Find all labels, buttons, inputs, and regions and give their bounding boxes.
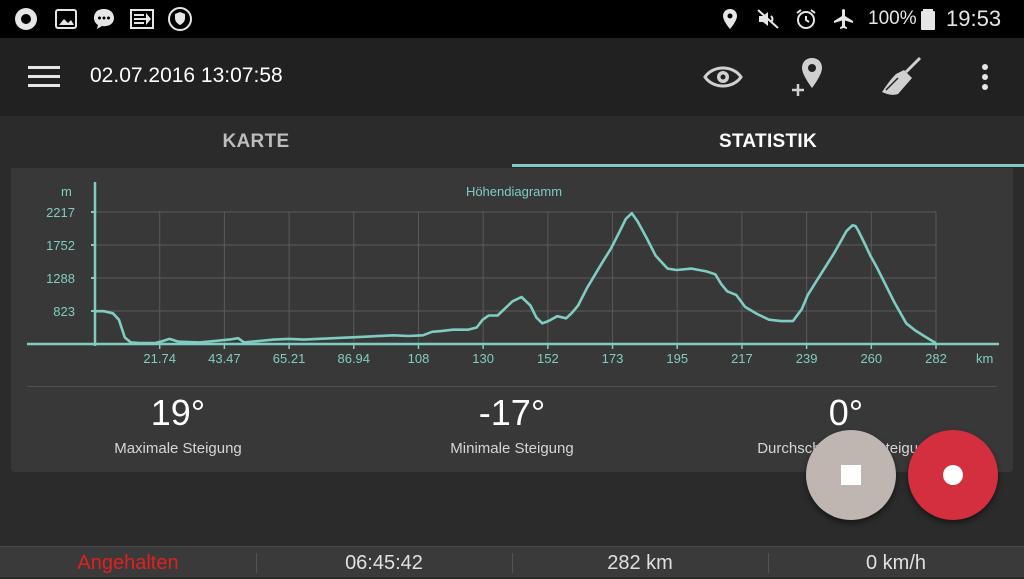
x-tick-label: 65.21: [273, 351, 306, 366]
stop-button[interactable]: [806, 430, 896, 520]
x-tick-label: 195: [666, 351, 688, 366]
separator: [256, 553, 257, 573]
tab-statistik[interactable]: STATISTIK: [718, 131, 818, 152]
alarm-icon: [796, 9, 816, 29]
tab-indicator: [512, 164, 1024, 167]
chart-title: Höhendiagramm: [466, 184, 562, 199]
stat-label: Maximale Steigung: [114, 440, 242, 457]
page-title: 02.07.2016 13:07:58: [90, 64, 283, 87]
stat-value: -17°: [478, 392, 546, 433]
elevation-line: [95, 211, 937, 345]
app-toolbar: 02.07.2016 13:07:58: [0, 38, 1024, 116]
status-bar: 100% 19:53: [0, 0, 1024, 38]
statistics-card: 2217 1752 1288 823 21.74 43.47 65.21 86.94 108 1…: [11, 168, 1013, 472]
airplane-icon: [834, 9, 853, 29]
x-tick-label: 282: [925, 351, 947, 366]
mute-icon: [757, 9, 779, 29]
x-tick-label: 86.94: [337, 351, 370, 366]
image-icon: [55, 9, 77, 29]
x-tick-label: 108: [408, 351, 430, 366]
location-icon: [723, 9, 737, 29]
x-tick-label: 130: [472, 351, 494, 366]
stop-icon: [841, 465, 861, 485]
record-icon: [943, 465, 963, 485]
bottom-status-bar: Angehalten 06:45:42 282 km 0 km/h: [0, 546, 1024, 577]
separator: [768, 553, 769, 573]
y-tick-label: 1288: [46, 271, 75, 286]
record-icon: [15, 8, 37, 30]
eye-icon[interactable]: [703, 62, 743, 92]
stat-min-slope: -17° Minimale Steigung: [372, 392, 652, 457]
y-axis-label: m: [61, 184, 72, 199]
y-tick-label: 2217: [46, 205, 75, 220]
clock: 19:53: [946, 6, 1002, 31]
stat-value: 19°: [150, 392, 206, 433]
x-tick-label: 217: [731, 351, 753, 366]
speed: 0 km/h: [865, 552, 927, 574]
tab-bar: KARTE STATISTIK: [0, 116, 1024, 168]
x-tick-label: 239: [796, 351, 818, 366]
separator: [512, 553, 513, 573]
stat-label: Minimale Steigung: [450, 440, 574, 457]
battery-percent: 100%: [868, 8, 917, 29]
record-button[interactable]: [908, 430, 998, 520]
y-tick-label: 823: [53, 304, 75, 319]
card-divider: [27, 386, 997, 387]
x-tick-label: 152: [537, 351, 559, 366]
tab-karte[interactable]: KARTE: [222, 131, 290, 152]
x-tick-label: 173: [602, 351, 624, 366]
x-tick-label: 21.74: [143, 351, 176, 366]
distance: 282 km: [607, 552, 673, 574]
stat-max-slope: 19° Maximale Steigung: [38, 392, 318, 457]
cast-icon: [130, 9, 154, 29]
chat-icon: [94, 9, 114, 29]
menu-icon[interactable]: [28, 64, 60, 90]
more-vert-icon[interactable]: [978, 62, 992, 92]
add-location-icon[interactable]: [788, 56, 828, 98]
x-tick-label: 43.47: [208, 351, 241, 366]
stat-value: 0°: [828, 392, 864, 433]
recording-status: Angehalten: [77, 552, 179, 574]
y-tick-label: 1752: [46, 238, 75, 253]
shield-icon: [168, 7, 192, 31]
duration: 06:45:42: [345, 552, 423, 574]
broom-icon[interactable]: [880, 56, 924, 98]
x-axis-label: km: [976, 351, 993, 366]
battery-icon: [921, 9, 935, 30]
x-tick-label: 260: [860, 351, 882, 366]
elevation-chart: 2217 1752 1288 823 21.74 43.47 65.21 86.94 108 1…: [27, 182, 999, 366]
